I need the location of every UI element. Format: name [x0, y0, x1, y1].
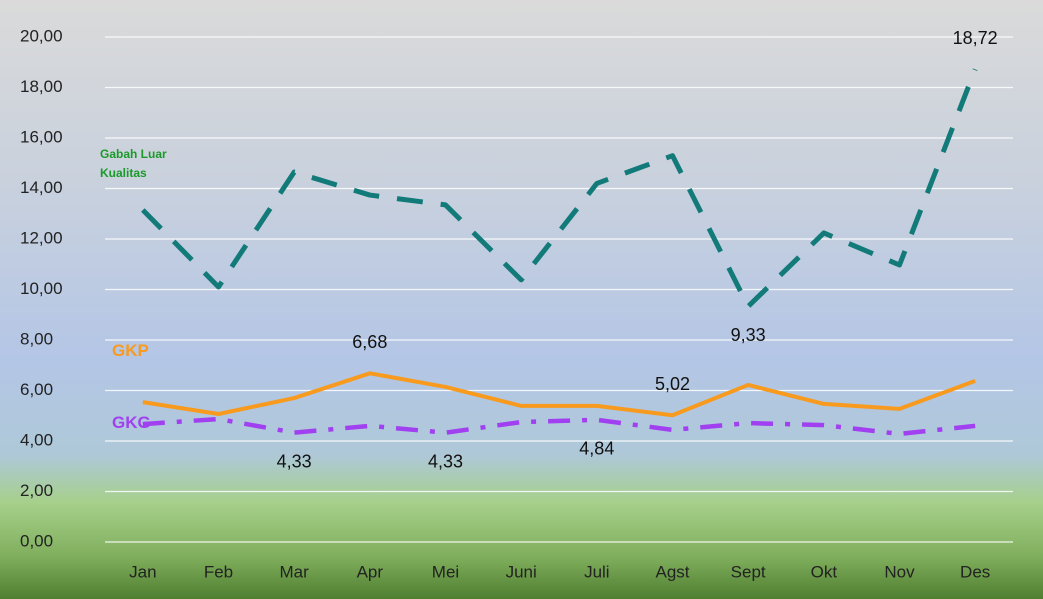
series-label: GKP: [112, 341, 149, 360]
x-tick-label: Nov: [884, 562, 915, 581]
series-line: [141, 68, 978, 309]
y-tick-label: 16,00: [20, 127, 63, 146]
series-label: GKG: [112, 413, 151, 432]
y-tick-label: 20,00: [20, 26, 63, 45]
y-tick-label: 6,00: [20, 380, 53, 399]
x-tick-label: Apr: [357, 562, 384, 581]
x-tick-label: Sept: [731, 562, 766, 581]
data-label: 18,72: [953, 28, 998, 48]
y-tick-label: 12,00: [20, 228, 63, 247]
x-tick-label: Agst: [655, 562, 689, 581]
x-tick-label: Des: [960, 562, 990, 581]
x-tick-label: Juni: [506, 562, 537, 581]
x-tick-label: Juli: [584, 562, 610, 581]
series-label: Gabah Luar Kualitas: [100, 147, 167, 181]
x-tick-label: Mei: [432, 562, 459, 581]
y-tick-label: 2,00: [20, 481, 53, 500]
y-tick-label: 4,00: [20, 430, 53, 449]
x-tick-label: Feb: [204, 562, 233, 581]
y-tick-label: 10,00: [20, 279, 63, 298]
x-tick-label: Mar: [280, 562, 310, 581]
x-tick-label: Okt: [811, 562, 838, 581]
data-label: 6,68: [352, 332, 387, 352]
data-label: 4,84: [579, 439, 614, 459]
series-line: [142, 371, 976, 418]
data-label: 5,02: [655, 374, 690, 394]
x-tick-label: Jan: [129, 562, 156, 581]
data-label: 4,33: [277, 451, 312, 471]
data-label: 9,33: [731, 325, 766, 345]
y-tick-label: 18,00: [20, 77, 63, 96]
y-tick-label: 14,00: [20, 178, 63, 197]
y-tick-label: 0,00: [20, 531, 53, 550]
series-line: [142, 416, 976, 437]
y-tick-label: 8,00: [20, 329, 53, 348]
data-label: 4,33: [428, 451, 463, 471]
